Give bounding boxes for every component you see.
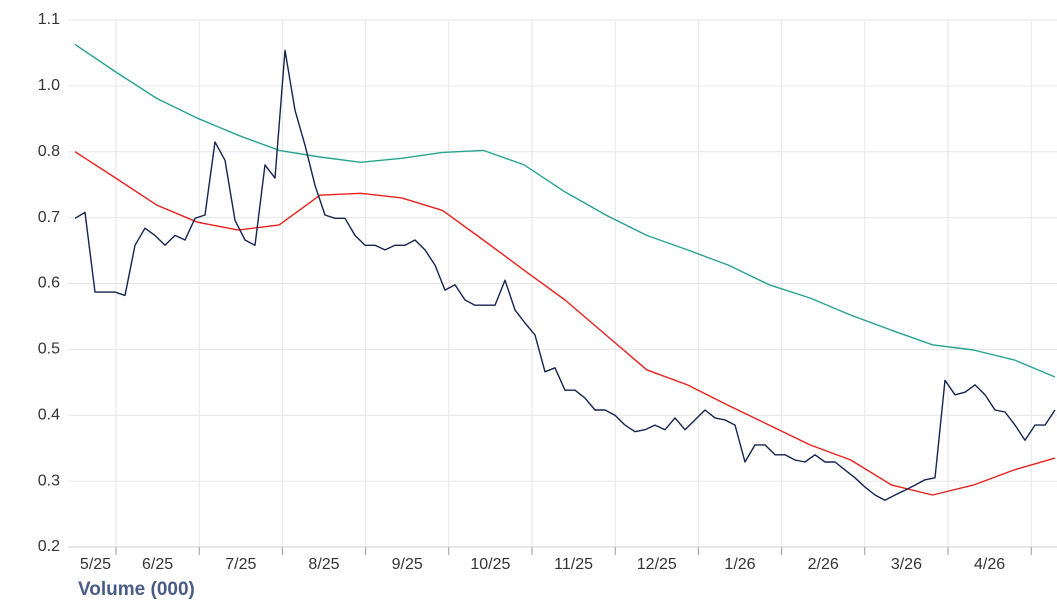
x-axis-label: Volume (000) [78,579,195,600]
y-tick-label: 0.6 [38,275,60,292]
x-tick-label: 5/25 [80,556,111,573]
x-tick-label: 1/26 [724,556,755,573]
x-tick-label: 7/25 [225,556,256,573]
x-tick-label: 11/25 [554,556,593,573]
y-tick-label: 1.0 [38,77,60,94]
line-series [74,151,1056,496]
y-tick-label: 0.7 [38,209,60,226]
y-tick-label: 0.8 [38,143,60,160]
y-tick-label: 0.5 [38,341,60,358]
x-tick-label: 2/26 [808,556,839,573]
x-tick-label: 3/26 [891,556,922,573]
x-tick-label: 6/25 [142,556,173,573]
x-tick-label: 8/25 [308,556,339,573]
x-tick-label: 9/25 [392,556,423,573]
y-tick-label: 0.3 [38,472,60,489]
y-tick-label: 1.1 [38,11,60,28]
y-tick-label: 0.2 [38,538,60,555]
line-series [74,49,1056,501]
x-tick-label: 10/25 [470,556,510,573]
x-tick-label: 12/25 [637,556,677,573]
x-tick-label: 4/26 [974,556,1005,573]
line-series [74,43,1056,378]
y-tick-label: 0.4 [38,406,60,423]
